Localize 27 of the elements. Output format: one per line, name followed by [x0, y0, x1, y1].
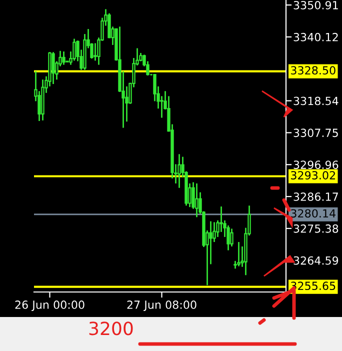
candlestick [62, 50, 66, 66]
x-tick-label: 27 Jun 08:00 [127, 300, 196, 311]
candlestick [220, 206, 223, 233]
y-tick-label: 3296.96 [294, 160, 338, 169]
ref-line-label: 3293.02 [291, 171, 335, 180]
y-tick-label: 3350.91 [294, 0, 338, 10]
candlestick [230, 228, 234, 248]
y-tick-label: 3307.75 [294, 128, 338, 138]
candlestick [237, 241, 240, 267]
x-tick-label: 26 Jun 00:00 [15, 300, 84, 311]
y-tick-label: 3340.12 [294, 32, 338, 42]
y-tick-label: 3286.17 [294, 192, 338, 201]
text: 3200 [89, 322, 133, 336]
y-tick-label: 3275.38 [294, 224, 338, 233]
ref-line-label: 3280.14 [291, 209, 336, 218]
candlestick [195, 182, 198, 218]
ref-line-label: 3328.50 [291, 66, 336, 75]
candlestick [226, 224, 230, 251]
candlestick [178, 153, 181, 189]
y-tick-label: 3264.59 [294, 256, 338, 265]
candlestick [52, 51, 55, 85]
candlestick [94, 42, 97, 62]
candlestick [209, 220, 212, 265]
ref-line-label: 3255.65 [291, 282, 336, 290]
candlestick [160, 95, 164, 118]
candlestick [72, 38, 76, 62]
y-tick-label: 3318.54 [294, 96, 338, 106]
